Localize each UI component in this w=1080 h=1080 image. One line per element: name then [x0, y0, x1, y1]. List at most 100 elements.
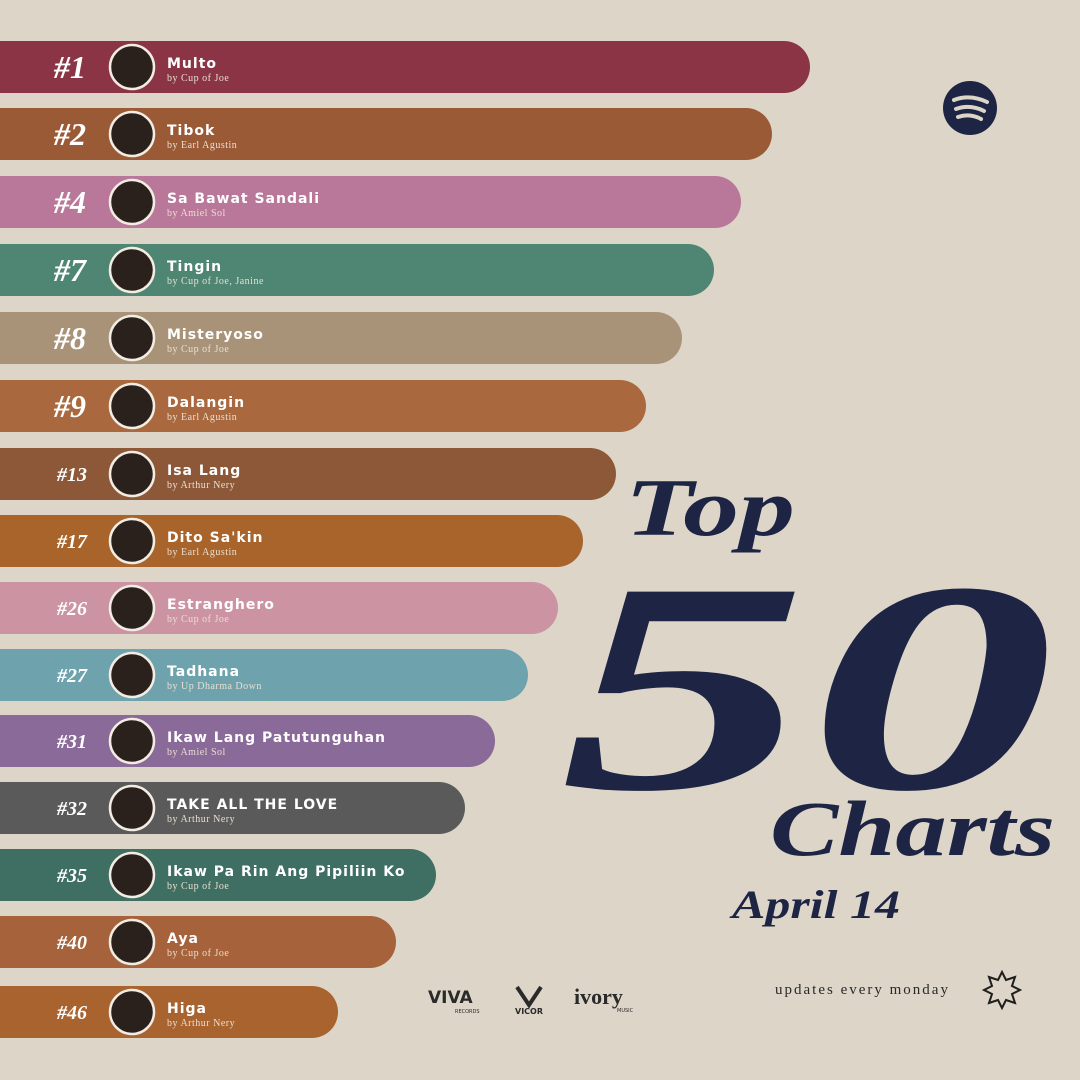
song-artist: by Amiel Sol: [167, 208, 226, 219]
row-bar: [0, 515, 583, 567]
song-title: Dito Sa'kin: [167, 530, 264, 546]
badge-icon: [981, 969, 1023, 1011]
album-art: [108, 382, 156, 430]
logo-ivory-sub: MUSIC: [617, 1008, 634, 1014]
album-art: [108, 450, 156, 498]
rank-label: #7: [53, 252, 88, 288]
row-bar: [0, 986, 338, 1038]
song-artist: by Arthur Nery: [167, 480, 235, 491]
song-artist: by Cup of Joe, Janine: [167, 276, 264, 287]
vicor-mark: [515, 985, 543, 1009]
row-bar: [0, 849, 436, 901]
logo-viva: VIVA: [428, 988, 473, 1008]
song-title: Ikaw Lang Patutunguhan: [167, 730, 386, 746]
album-art: [108, 178, 156, 226]
song-artist: by Cup of Joe: [167, 948, 229, 959]
row-bar: [0, 448, 616, 500]
rank-label: #13: [56, 464, 87, 486]
heading-charts: Charts: [770, 785, 1055, 872]
rank-label: #1: [53, 49, 86, 85]
album-art: [108, 517, 156, 565]
album-art: [108, 918, 156, 966]
footer-note: updates every monday: [775, 982, 950, 998]
song-title: Tingin: [167, 259, 222, 275]
rank-label: #35: [56, 865, 87, 887]
song-artist: by Earl Agustin: [167, 140, 237, 151]
song-title: Tadhana: [167, 664, 240, 680]
song-artist: by Arthur Nery: [167, 1018, 235, 1029]
song-artist: by Cup of Joe: [167, 614, 229, 625]
row-bar: [0, 916, 396, 968]
album-art: [108, 784, 156, 832]
song-artist: by Arthur Nery: [167, 814, 235, 825]
row-bar: [0, 244, 714, 296]
album-art: [108, 110, 156, 158]
rank-label: #46: [56, 1002, 87, 1024]
row-bar: [0, 312, 682, 364]
song-title: Higa: [167, 1001, 207, 1017]
row-bar: [0, 176, 741, 228]
heading-date: April 14: [728, 882, 900, 927]
song-title: Tibok: [167, 123, 215, 139]
song-artist: by Cup of Joe: [167, 344, 229, 355]
song-artist: by Earl Agustin: [167, 547, 237, 558]
album-art: [108, 988, 156, 1036]
song-title: Misteryoso: [167, 327, 264, 343]
rank-label: #27: [56, 665, 88, 687]
rank-label: #32: [56, 798, 87, 820]
song-title: Sa Bawat Sandali: [167, 191, 320, 207]
rank-label: #26: [56, 598, 87, 620]
logo-viva-sub: RECORDS: [455, 1009, 480, 1015]
song-artist: by Earl Agustin: [167, 412, 237, 423]
heading-number: 50: [560, 521, 1055, 853]
song-title: Dalangin: [167, 395, 245, 411]
song-artist: by Cup of Joe: [167, 881, 229, 892]
rank-label: #9: [53, 388, 86, 424]
album-art: [108, 651, 156, 699]
album-art: [108, 584, 156, 632]
album-art: [108, 43, 156, 91]
rank-label: #8: [53, 320, 86, 356]
rank-label: #17: [56, 531, 88, 553]
song-title: Estranghero: [167, 597, 275, 613]
heading-top: Top: [625, 462, 795, 553]
song-title: Ikaw Pa Rin Ang Pipiliin Ko: [167, 864, 405, 880]
album-art: [108, 246, 156, 294]
row-bar: [0, 41, 810, 93]
row-bar: [0, 380, 646, 432]
album-art: [108, 717, 156, 765]
song-title: Isa Lang: [167, 463, 241, 479]
rank-label: #4: [53, 184, 86, 220]
album-art: [108, 851, 156, 899]
logo-vicor: VICOR: [515, 1007, 543, 1016]
row-bar: [0, 108, 772, 160]
song-title: TAKE ALL THE LOVE: [167, 797, 338, 813]
rank-label: #40: [56, 932, 87, 954]
rank-label: #31: [56, 731, 87, 753]
song-title: Aya: [167, 931, 199, 947]
song-artist: by Amiel Sol: [167, 747, 226, 758]
song-artist: by Cup of Joe: [167, 73, 229, 84]
logo-ivory: ivory: [574, 984, 623, 1009]
spotify-logo: [943, 81, 997, 135]
song-artist: by Up Dharma Down: [167, 681, 262, 692]
album-art: [108, 314, 156, 362]
song-title: Multo: [167, 56, 217, 72]
rank-label: #2: [53, 116, 86, 152]
